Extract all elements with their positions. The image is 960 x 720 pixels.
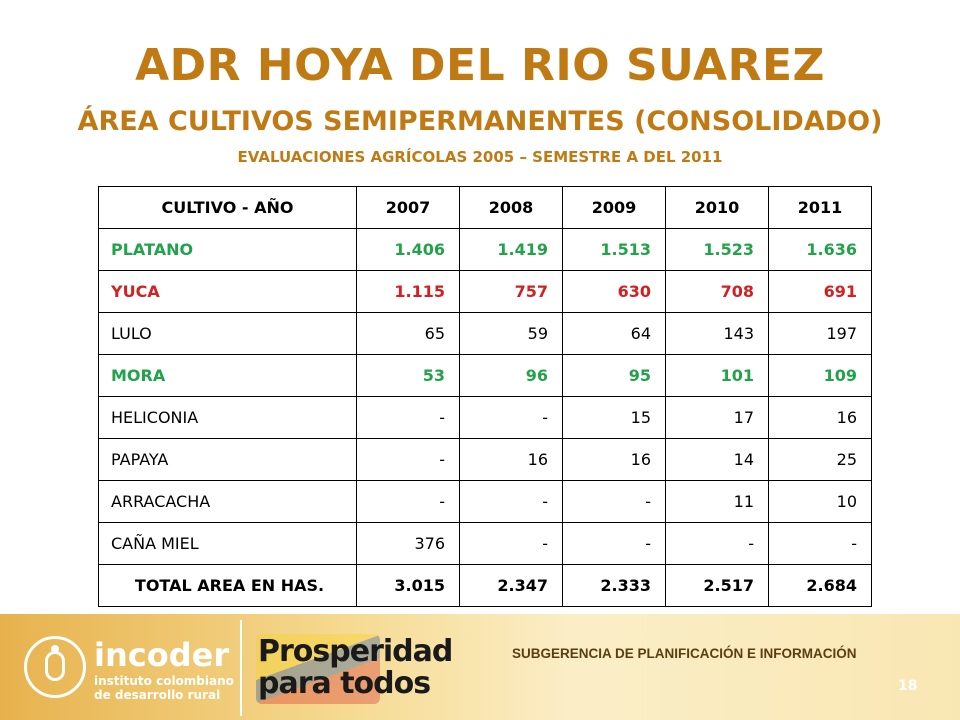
table-row: PLATANO 1.406 1.419 1.513 1.523 1.636 [98, 228, 872, 271]
cell-value: - [356, 396, 460, 439]
page-subsubtitle: EVALUACIONES AGRÍCOLAS 2005 – SEMESTRE A… [237, 148, 723, 166]
cell-value: 14 [665, 438, 769, 481]
cell-value: 16 [768, 396, 872, 439]
logo-shape-icon [45, 651, 65, 681]
cell-value: 1.115 [356, 270, 460, 313]
prosperidad-logo: Prosperidad para todos [258, 634, 453, 701]
table-row: ARRACACHA - - - 11 10 [98, 480, 872, 523]
logo-subline-2: de desarrollo rural [94, 688, 221, 702]
table-total-row: TOTAL AREA EN HAS. 3.015 2.347 2.333 2.5… [98, 564, 872, 607]
cell-value: 3.015 [356, 564, 460, 607]
header-cell: 2009 [562, 186, 666, 229]
header-cell: 2007 [356, 186, 460, 229]
row-label: PLATANO [98, 228, 357, 271]
cell-value: 25 [768, 438, 872, 481]
cell-value: - [768, 522, 872, 565]
table-row: LULO 65 59 64 143 197 [98, 312, 872, 355]
cell-value: 16 [562, 438, 666, 481]
cell-value: 109 [768, 354, 872, 397]
row-label: MORA [98, 354, 357, 397]
cell-value: 2.517 [665, 564, 769, 607]
cell-value: 2.333 [562, 564, 666, 607]
cell-value: 1.513 [562, 228, 666, 271]
cell-value: 16 [459, 438, 563, 481]
incoder-logo-text: incoder [94, 636, 230, 674]
logo-dot-icon [51, 645, 59, 653]
crop-area-table: CULTIVO - AÑO 2007 2008 2009 2010 2011 P… [98, 186, 872, 607]
cell-value: 65 [356, 312, 460, 355]
cell-value: 1.523 [665, 228, 769, 271]
row-label: PAPAYA [98, 438, 357, 481]
cell-value: - [459, 396, 563, 439]
cell-value: - [665, 522, 769, 565]
department-label: SUBGERENCIA DE PLANIFICACIÓN E INFORMACI… [512, 646, 857, 661]
slogan-line-1: Prosperidad [258, 634, 453, 669]
cell-value: 757 [459, 270, 563, 313]
cell-value: 376 [356, 522, 460, 565]
table-header-row: CULTIVO - AÑO 2007 2008 2009 2010 2011 [98, 186, 872, 229]
cell-value: 95 [562, 354, 666, 397]
row-label: YUCA [98, 270, 357, 313]
cell-value: 53 [356, 354, 460, 397]
incoder-logo-icon [24, 636, 86, 698]
table-row: CAÑA MIEL 376 - - - - [98, 522, 872, 565]
table-row: MORA 53 96 95 101 109 [98, 354, 872, 397]
incoder-logo-subtext: instituto colombiano de desarrollo rural [94, 674, 234, 702]
footer-divider [240, 620, 242, 716]
cell-value: 197 [768, 312, 872, 355]
cell-value: 11 [665, 480, 769, 523]
cell-value: 1.636 [768, 228, 872, 271]
page-number: 18 [898, 678, 918, 694]
cell-value: 143 [665, 312, 769, 355]
header-cell: 2011 [768, 186, 872, 229]
cell-value: 101 [665, 354, 769, 397]
page-subtitle: ÁREA CULTIVOS SEMIPERMANENTES (CONSOLIDA… [77, 106, 883, 137]
cell-value: - [562, 522, 666, 565]
slogan-line-2: para todos [258, 666, 431, 701]
cell-value: 2.684 [768, 564, 872, 607]
cell-value: 691 [768, 270, 872, 313]
table-row: YUCA 1.115 757 630 708 691 [98, 270, 872, 313]
cell-value: - [562, 480, 666, 523]
row-label: TOTAL AREA EN HAS. [98, 564, 357, 607]
page-title: ADR HOYA DEL RIO SUAREZ [135, 40, 825, 91]
cell-value: - [459, 522, 563, 565]
cell-value: 64 [562, 312, 666, 355]
table-row: PAPAYA - 16 16 14 25 [98, 438, 872, 481]
cell-value: 15 [562, 396, 666, 439]
cell-value: 59 [459, 312, 563, 355]
row-label: ARRACACHA [98, 480, 357, 523]
cell-value: 96 [459, 354, 563, 397]
cell-value: - [356, 438, 460, 481]
cell-value: 2.347 [459, 564, 563, 607]
cell-value: - [356, 480, 460, 523]
cell-value: 1.419 [459, 228, 563, 271]
row-label: HELICONIA [98, 396, 357, 439]
cell-value: 630 [562, 270, 666, 313]
cell-value: - [459, 480, 563, 523]
cell-value: 1.406 [356, 228, 460, 271]
prosperidad-logo-background [256, 634, 380, 704]
header-cell: 2008 [459, 186, 563, 229]
cell-value: 17 [665, 396, 769, 439]
cell-value: 10 [768, 480, 872, 523]
table-row: HELICONIA - - 15 17 16 [98, 396, 872, 439]
header-cell: 2010 [665, 186, 769, 229]
header-cell: CULTIVO - AÑO [98, 186, 357, 229]
cell-value: 708 [665, 270, 769, 313]
footer-banner [0, 614, 960, 720]
logo-subline-1: instituto colombiano [94, 674, 234, 688]
row-label: LULO [98, 312, 357, 355]
row-label: CAÑA MIEL [98, 522, 357, 565]
